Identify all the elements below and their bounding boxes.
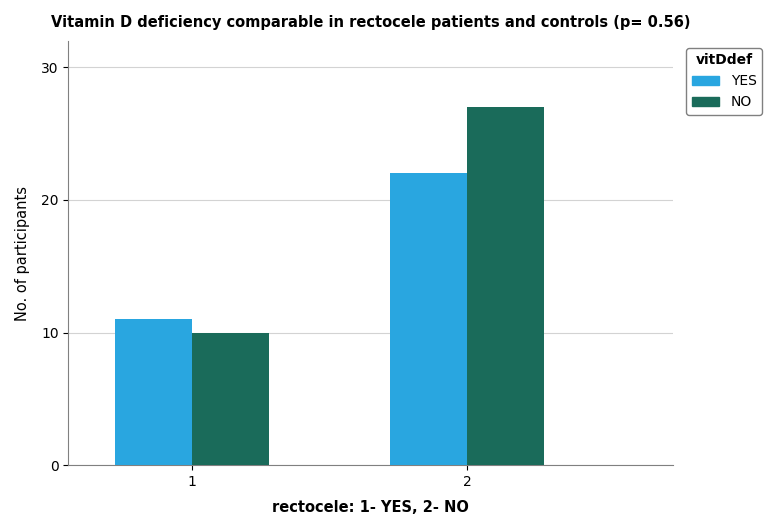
Bar xyxy=(467,107,544,465)
Bar xyxy=(192,333,269,465)
Y-axis label: No. of participants: No. of participants xyxy=(15,186,30,321)
Bar xyxy=(390,173,467,465)
Bar xyxy=(115,319,192,465)
X-axis label: rectocele: 1- YES, 2- NO: rectocele: 1- YES, 2- NO xyxy=(273,500,469,515)
Legend: YES, NO: YES, NO xyxy=(686,48,762,115)
Title: Vitamin D deficiency comparable in rectocele patients and controls (p= 0.56): Vitamin D deficiency comparable in recto… xyxy=(51,15,691,30)
